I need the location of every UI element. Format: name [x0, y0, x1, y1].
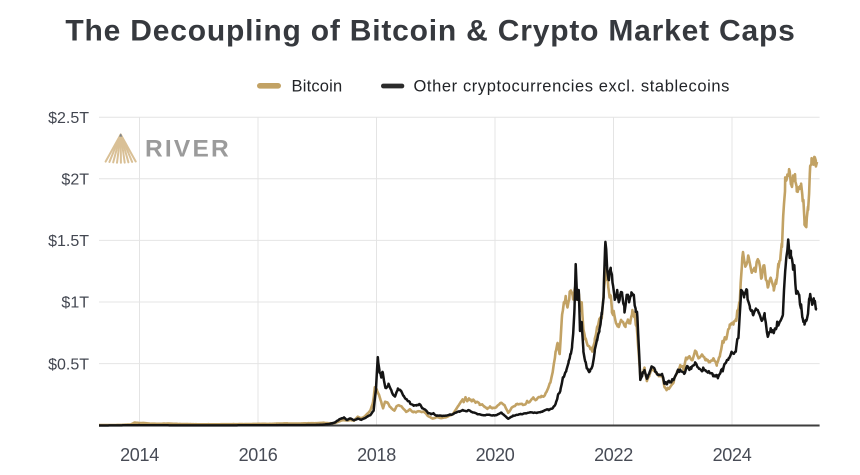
svg-text:Other cryptocurrencies excl. s: Other cryptocurrencies excl. stablecoins [414, 78, 731, 96]
svg-text:2014: 2014 [120, 445, 159, 465]
svg-text:Bitcoin: Bitcoin [292, 78, 343, 96]
svg-text:2022: 2022 [594, 445, 633, 465]
svg-text:The Decoupling of Bitcoin & Cr: The Decoupling of Bitcoin & Crypto Marke… [65, 15, 795, 48]
svg-text:2016: 2016 [239, 445, 278, 465]
svg-text:2020: 2020 [476, 445, 515, 465]
svg-text:$2T: $2T [61, 172, 89, 189]
svg-text:RIVER: RIVER [145, 136, 231, 163]
svg-text:$1.5T: $1.5T [48, 233, 89, 250]
svg-text:$2.5T: $2.5T [48, 110, 89, 127]
svg-text:$1T: $1T [61, 295, 89, 312]
svg-text:$0.5T: $0.5T [48, 356, 89, 373]
svg-text:2018: 2018 [357, 445, 396, 465]
svg-text:2024: 2024 [713, 445, 752, 465]
